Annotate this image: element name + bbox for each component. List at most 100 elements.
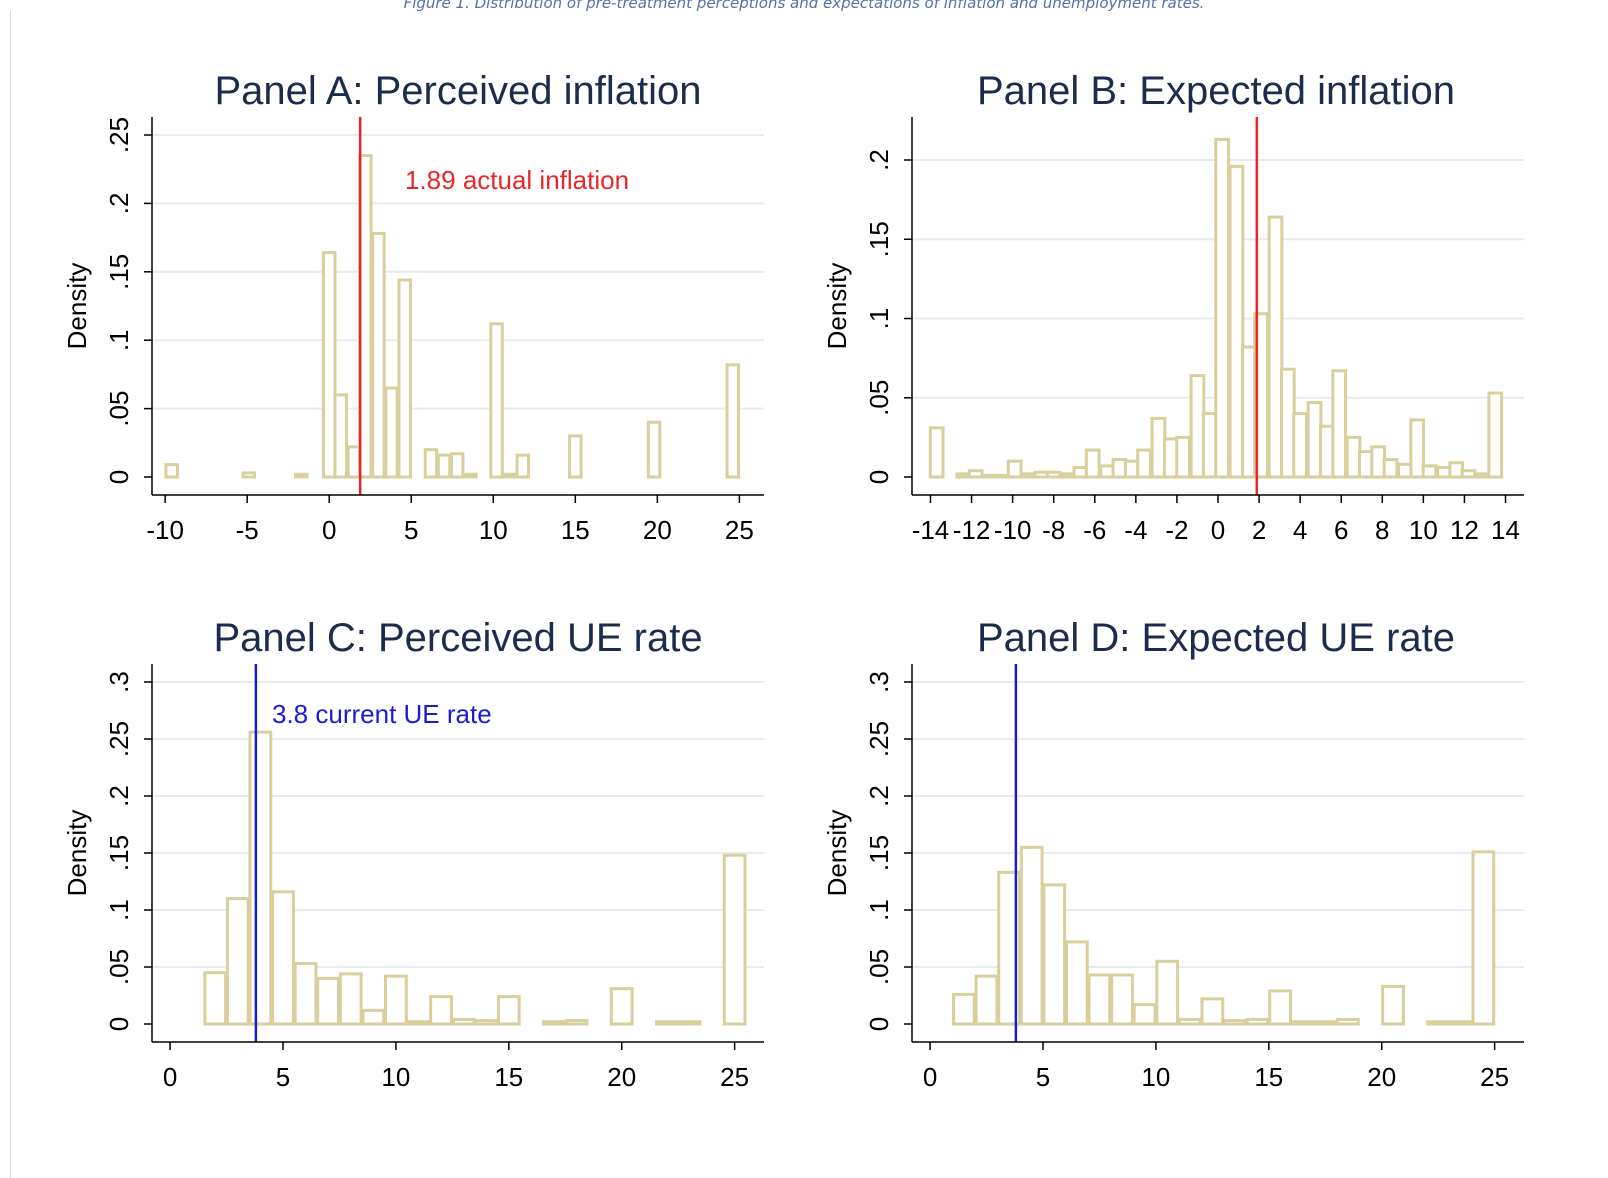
panel-b-x-tick-label: 10 [1409,515,1438,545]
panel-c-bar [496,995,521,1026]
panel-b-bar [1045,470,1062,479]
panel-b-x-tick-label: 0 [1211,515,1225,545]
panel-c-bar [248,730,273,1026]
panel-b-x-tick-label: -2 [1165,515,1188,545]
panel-a-bar [397,278,412,479]
panel-d-bar [1381,984,1405,1026]
panel-c-bar [677,1020,702,1026]
panel-a-x-tick-label: -10 [146,515,184,545]
panel-c-x-tick-label: 15 [494,1062,523,1092]
panel-a-x-tick-label: -5 [236,515,259,545]
panel-d-x-tick-label: 15 [1254,1062,1283,1092]
panel-c-bar [361,1008,386,1026]
panel-c-bar [542,1020,566,1026]
panel-d-bar [1471,850,1496,1026]
panel-b-bar [1487,391,1504,479]
panel-d-y-tick-label: 0 [864,1017,894,1031]
panel-d-bar [1177,1017,1202,1026]
panel-c-bar [406,1020,431,1026]
panel-b-bar [1460,469,1477,479]
panel-a-bar [515,453,531,479]
panel-b-x-tick-label: 4 [1293,515,1307,545]
panel-c-y-tick-label: .2 [104,785,134,807]
panel-d-bar [1042,883,1067,1026]
panel-d-bar [1132,1003,1157,1026]
panel-a-bar [294,472,309,479]
panel-a-bar [384,386,399,479]
panel-d-bar [1245,1017,1270,1026]
panel-a-x-tick-label: 15 [561,515,590,545]
panel-c-y-tick-label: .15 [104,835,134,871]
panel-b-y-tick-label: .1 [864,308,894,330]
panel-a-bar [502,472,517,479]
panel-b-x-tick-label: 14 [1491,515,1520,545]
panel-a-reference-label: 1.89 actual inflation [405,165,629,195]
panel-a-bar [568,434,583,479]
panel-c-bar [316,976,341,1026]
panel-a-y-tick-label: .1 [104,329,134,351]
panel-c-y-tick-label: .05 [104,949,134,985]
panel-c-y-tick-label: .1 [104,899,134,921]
panel-d-bar [974,974,999,1026]
panel-a-bar [489,322,504,479]
panel-c-x-tick-label: 10 [381,1062,410,1092]
panel-d-y-tick-label: .25 [864,721,894,757]
panel-a-bar [321,251,337,479]
panel-d-bar [1087,973,1112,1026]
panel-a-x-tick-label: 20 [643,515,672,545]
panel-c-bar [655,1020,679,1026]
panel-a-y-tick-label: .05 [104,391,134,427]
panel-b-bar [1175,435,1191,479]
panel-b-bar [1136,448,1152,479]
panel-a-y-axis-label: Density [62,263,92,350]
panel-a-x-tick-label: 10 [479,515,508,545]
panel-c-bar [429,995,453,1026]
panel-b-bar [1421,464,1438,479]
panel-d-y-tick-label: .05 [864,949,894,985]
panel-d-x-tick-label: 5 [1036,1062,1050,1092]
panel-b-bar [1006,459,1023,479]
panel-c-bar [474,1019,499,1026]
panel-b-x-tick-label: -12 [953,515,991,545]
panel-b-bar [1331,369,1348,479]
panel-d-chart: Panel D: Expected UE rate 0 .05 .1 .15 .2 .25.… [822,616,1524,1092]
panel-d-bar [1448,1020,1473,1026]
panel-a-y-tick-label: 0 [104,470,134,484]
panel-b-y-tick-label: .05 [864,380,894,416]
panel-a-title: Panel A: Perceived inflation [215,69,702,113]
panel-b-bar [1267,215,1284,479]
panel-b-x-tick-label: 12 [1450,515,1479,545]
panel-d-x-tick-label: 20 [1367,1062,1396,1092]
panel-c-x-tick-label: 0 [163,1062,177,1092]
panel-d-bar [1155,959,1180,1026]
panel-c-bar [203,971,228,1026]
panel-c-bar [338,972,363,1026]
panel-b-x-tick-label: -8 [1042,515,1065,545]
panel-a-bar [346,445,362,479]
panel-d-x-tick-label: 0 [923,1062,937,1092]
panel-b-title: Panel B: Expected inflation [977,69,1455,113]
panel-d-title: Panel D: Expected UE rate [977,616,1455,660]
panel-c-title: Panel C: Perceived UE rate [213,616,702,660]
panel-a-bar [423,448,439,479]
panel-c-bar [293,962,318,1026]
panel-a-chart: Panel A: Perceived inflation 1.89 actual … [62,69,764,545]
panel-a-bar [333,393,348,479]
panel-c-x-tick-label: 25 [720,1062,749,1092]
panel-d-y-tick-label: .1 [864,899,894,921]
panel-d-bar [1426,1020,1451,1026]
panel-a-y-tick-label: .2 [104,193,134,215]
panel-c-y-tick-label: .3 [104,671,134,693]
panel-c-bar [271,890,295,1026]
panel-d-y-tick-label: .3 [864,671,894,693]
panel-c-x-tick-label: 20 [607,1062,636,1092]
panel-d-bar [1064,940,1089,1026]
panel-a-x-tick-label: 0 [322,515,336,545]
panel-a-bar [463,472,478,479]
panel-b-bar [1382,458,1399,479]
panel-b-bar [1228,164,1245,479]
panel-a-y-tick-label: .15 [104,254,134,290]
panel-b-y-tick-label: .15 [864,221,894,257]
panel-b-x-tick-label: -10 [994,515,1032,545]
